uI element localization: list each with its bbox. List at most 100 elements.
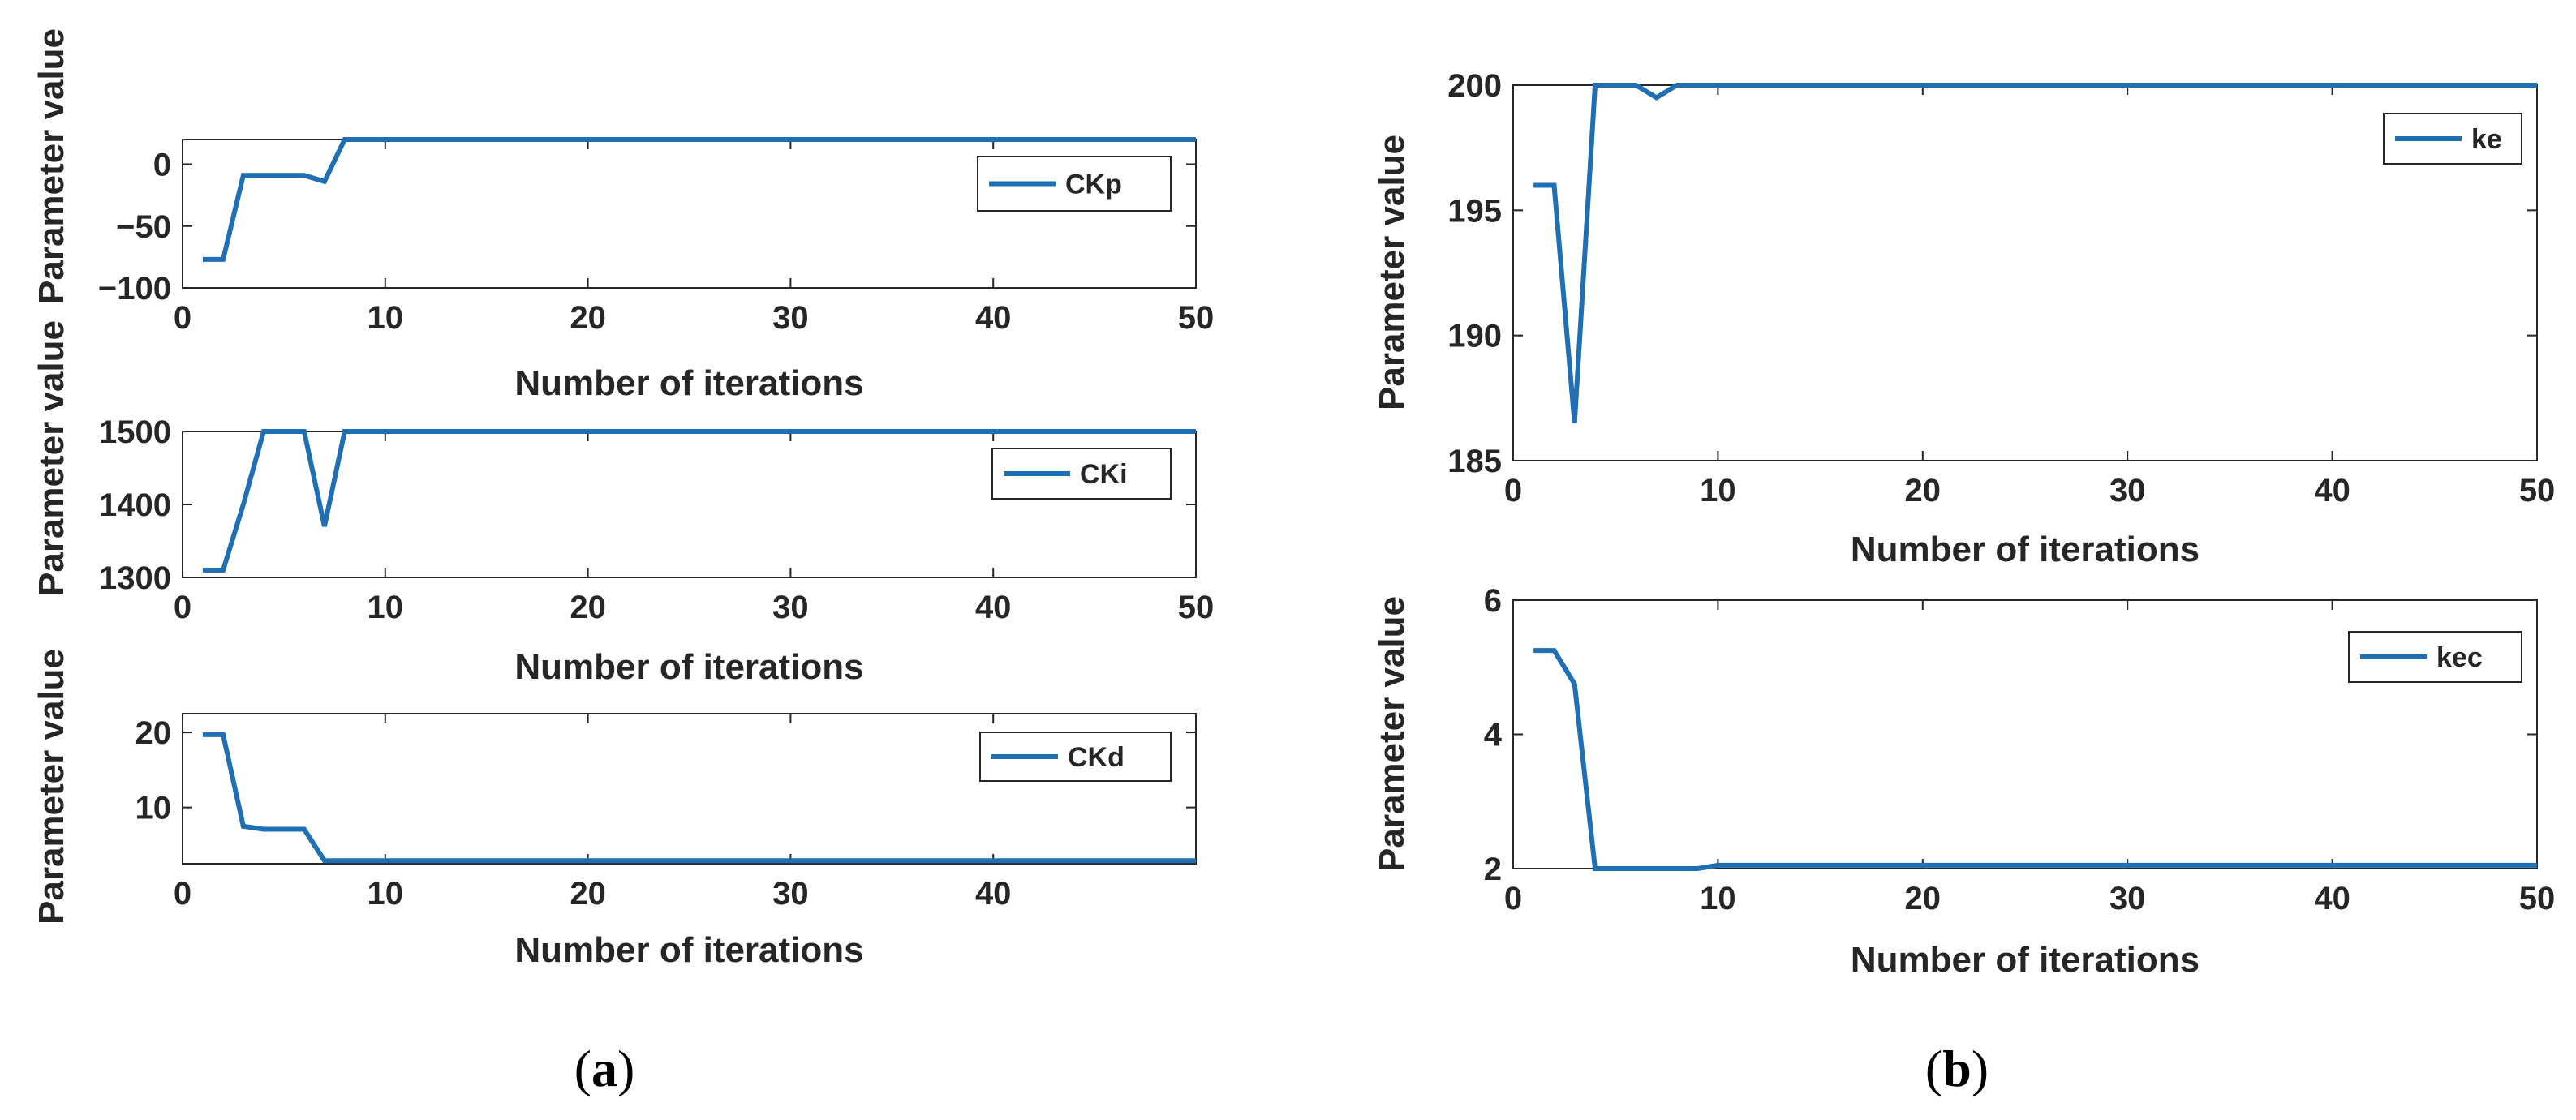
panel-label-a: (a) xyxy=(574,1040,635,1097)
x-tick-label: 30 xyxy=(772,590,809,625)
data-point xyxy=(263,174,264,176)
data-point xyxy=(2536,84,2538,86)
panel-label-b-letter: b xyxy=(1942,1040,1972,1097)
x-tick-label: 0 xyxy=(174,300,191,336)
chart-cki: 0 10 20 30 40 50 1300 1400 1500 Number of iterati… xyxy=(32,320,1214,687)
x-tick-label: 40 xyxy=(975,300,1012,336)
y-axis-label: Parameter value xyxy=(1372,596,1412,872)
y-tick-label: 195 xyxy=(1447,193,1502,229)
y-tick-label: 190 xyxy=(1447,319,1502,354)
x-tick-label: 0 xyxy=(174,876,191,912)
data-point xyxy=(1533,650,1534,651)
data-point xyxy=(1615,84,1616,86)
data-point xyxy=(324,860,325,861)
x-tick-label: 10 xyxy=(368,876,404,912)
legend: ke xyxy=(2383,113,2522,165)
y-axis-label: Parameter value xyxy=(32,28,71,304)
data-point xyxy=(1676,84,1678,86)
x-axis-label: Number of iterations xyxy=(1851,940,2200,980)
x-tick-label: 0 xyxy=(1504,473,1522,509)
x-tick-label: 40 xyxy=(975,876,1012,912)
y-tick-label: 1400 xyxy=(99,487,171,523)
x-tick-label: 20 xyxy=(1905,473,1942,509)
data-point xyxy=(324,181,325,182)
legend: CKi xyxy=(991,448,1172,500)
y-tick-label: 2 xyxy=(1484,852,1502,887)
data-point xyxy=(222,259,224,260)
y-tick-label: 0 xyxy=(153,148,171,183)
x-tick-label: 0 xyxy=(1504,881,1522,916)
y-tick-label: 200 xyxy=(1447,68,1502,104)
data-point xyxy=(283,431,285,432)
y-axis-label: Parameter value xyxy=(32,649,71,925)
y-tick-label: 6 xyxy=(1484,583,1502,619)
data-point xyxy=(364,139,366,140)
chart-ckd: 0 10 20 30 40 10 20 Number of iterations Paramet… xyxy=(32,649,1197,970)
data-point xyxy=(263,431,264,432)
series-line-CKp xyxy=(203,137,1196,262)
data-point xyxy=(263,828,264,830)
chart-ke: 0 10 20 30 40 50 185 190 195 200 Number of iterati… xyxy=(1372,68,2555,569)
data-point xyxy=(283,174,285,176)
data-point xyxy=(303,431,305,432)
data-point xyxy=(1697,84,1698,86)
x-tick-label: 30 xyxy=(2109,473,2146,509)
y-tick-label: 4 xyxy=(1484,718,1503,753)
data-point xyxy=(202,569,204,571)
x-tick-label: 30 xyxy=(772,300,809,336)
legend-label: CKd xyxy=(1068,742,1125,773)
panel-label-a-letter: a xyxy=(591,1040,617,1097)
legend: CKp xyxy=(977,156,1172,212)
x-tick-label: 40 xyxy=(2314,881,2350,916)
data-point xyxy=(202,734,204,736)
plot-frame xyxy=(182,713,1197,865)
data-point xyxy=(344,860,346,861)
x-axis-label: Number of iterations xyxy=(514,930,863,970)
x-tick-label: 0 xyxy=(174,590,191,625)
y-tick-label: 185 xyxy=(1447,444,1502,479)
data-point xyxy=(1553,184,1555,186)
x-axis-label: Number of iterations xyxy=(1851,530,2200,569)
x-tick-label: 10 xyxy=(368,590,404,625)
legend-label: CKi xyxy=(1080,459,1128,490)
x-axis-label: Number of iterations xyxy=(514,647,863,687)
data-point xyxy=(1195,431,1197,432)
y-tick-label: 1500 xyxy=(99,414,171,450)
legend-label: kec xyxy=(2436,642,2483,673)
data-point xyxy=(344,139,346,140)
x-tick-label: 30 xyxy=(772,876,809,912)
y-tick-label: 1300 xyxy=(99,560,171,596)
data-point xyxy=(222,569,224,571)
y-tick-label: 20 xyxy=(135,715,172,751)
data-point xyxy=(1594,84,1596,86)
y-tick-label: −100 xyxy=(98,271,171,307)
legend: kec xyxy=(2348,631,2522,683)
x-tick-label: 10 xyxy=(1700,473,1736,509)
data-point xyxy=(303,174,305,176)
x-tick-label: 20 xyxy=(570,590,606,625)
data-point xyxy=(222,734,224,736)
panel-label-b-close: ) xyxy=(1972,1040,1989,1097)
y-tick-label: 10 xyxy=(135,791,172,826)
chart-kec: 0 10 20 30 40 50 2 4 6 Number of iterations Parame… xyxy=(1372,583,2555,980)
data-point xyxy=(344,431,346,432)
y-tick-label: −50 xyxy=(116,209,171,245)
x-tick-label: 40 xyxy=(2314,473,2350,509)
x-tick-label: 40 xyxy=(975,590,1012,625)
x-tick-label: 20 xyxy=(570,876,606,912)
legend-label: CKp xyxy=(1065,170,1122,200)
x-tick-label: 30 xyxy=(2109,881,2146,916)
x-axis-label: Number of iterations xyxy=(514,363,863,403)
y-axis-label: Parameter value xyxy=(1372,135,1412,410)
panel-label-a-close: ) xyxy=(617,1040,634,1097)
data-point xyxy=(1195,139,1197,140)
data-point xyxy=(1656,97,1658,98)
x-tick-label: 50 xyxy=(2519,473,2556,509)
chart-ckp: 0 10 20 30 40 50 −100 −50 0 Number of iterations P… xyxy=(32,28,1214,403)
x-tick-label: 10 xyxy=(368,300,404,336)
data-point xyxy=(303,828,305,830)
data-point xyxy=(202,259,204,260)
x-tick-label: 50 xyxy=(2519,881,2556,916)
